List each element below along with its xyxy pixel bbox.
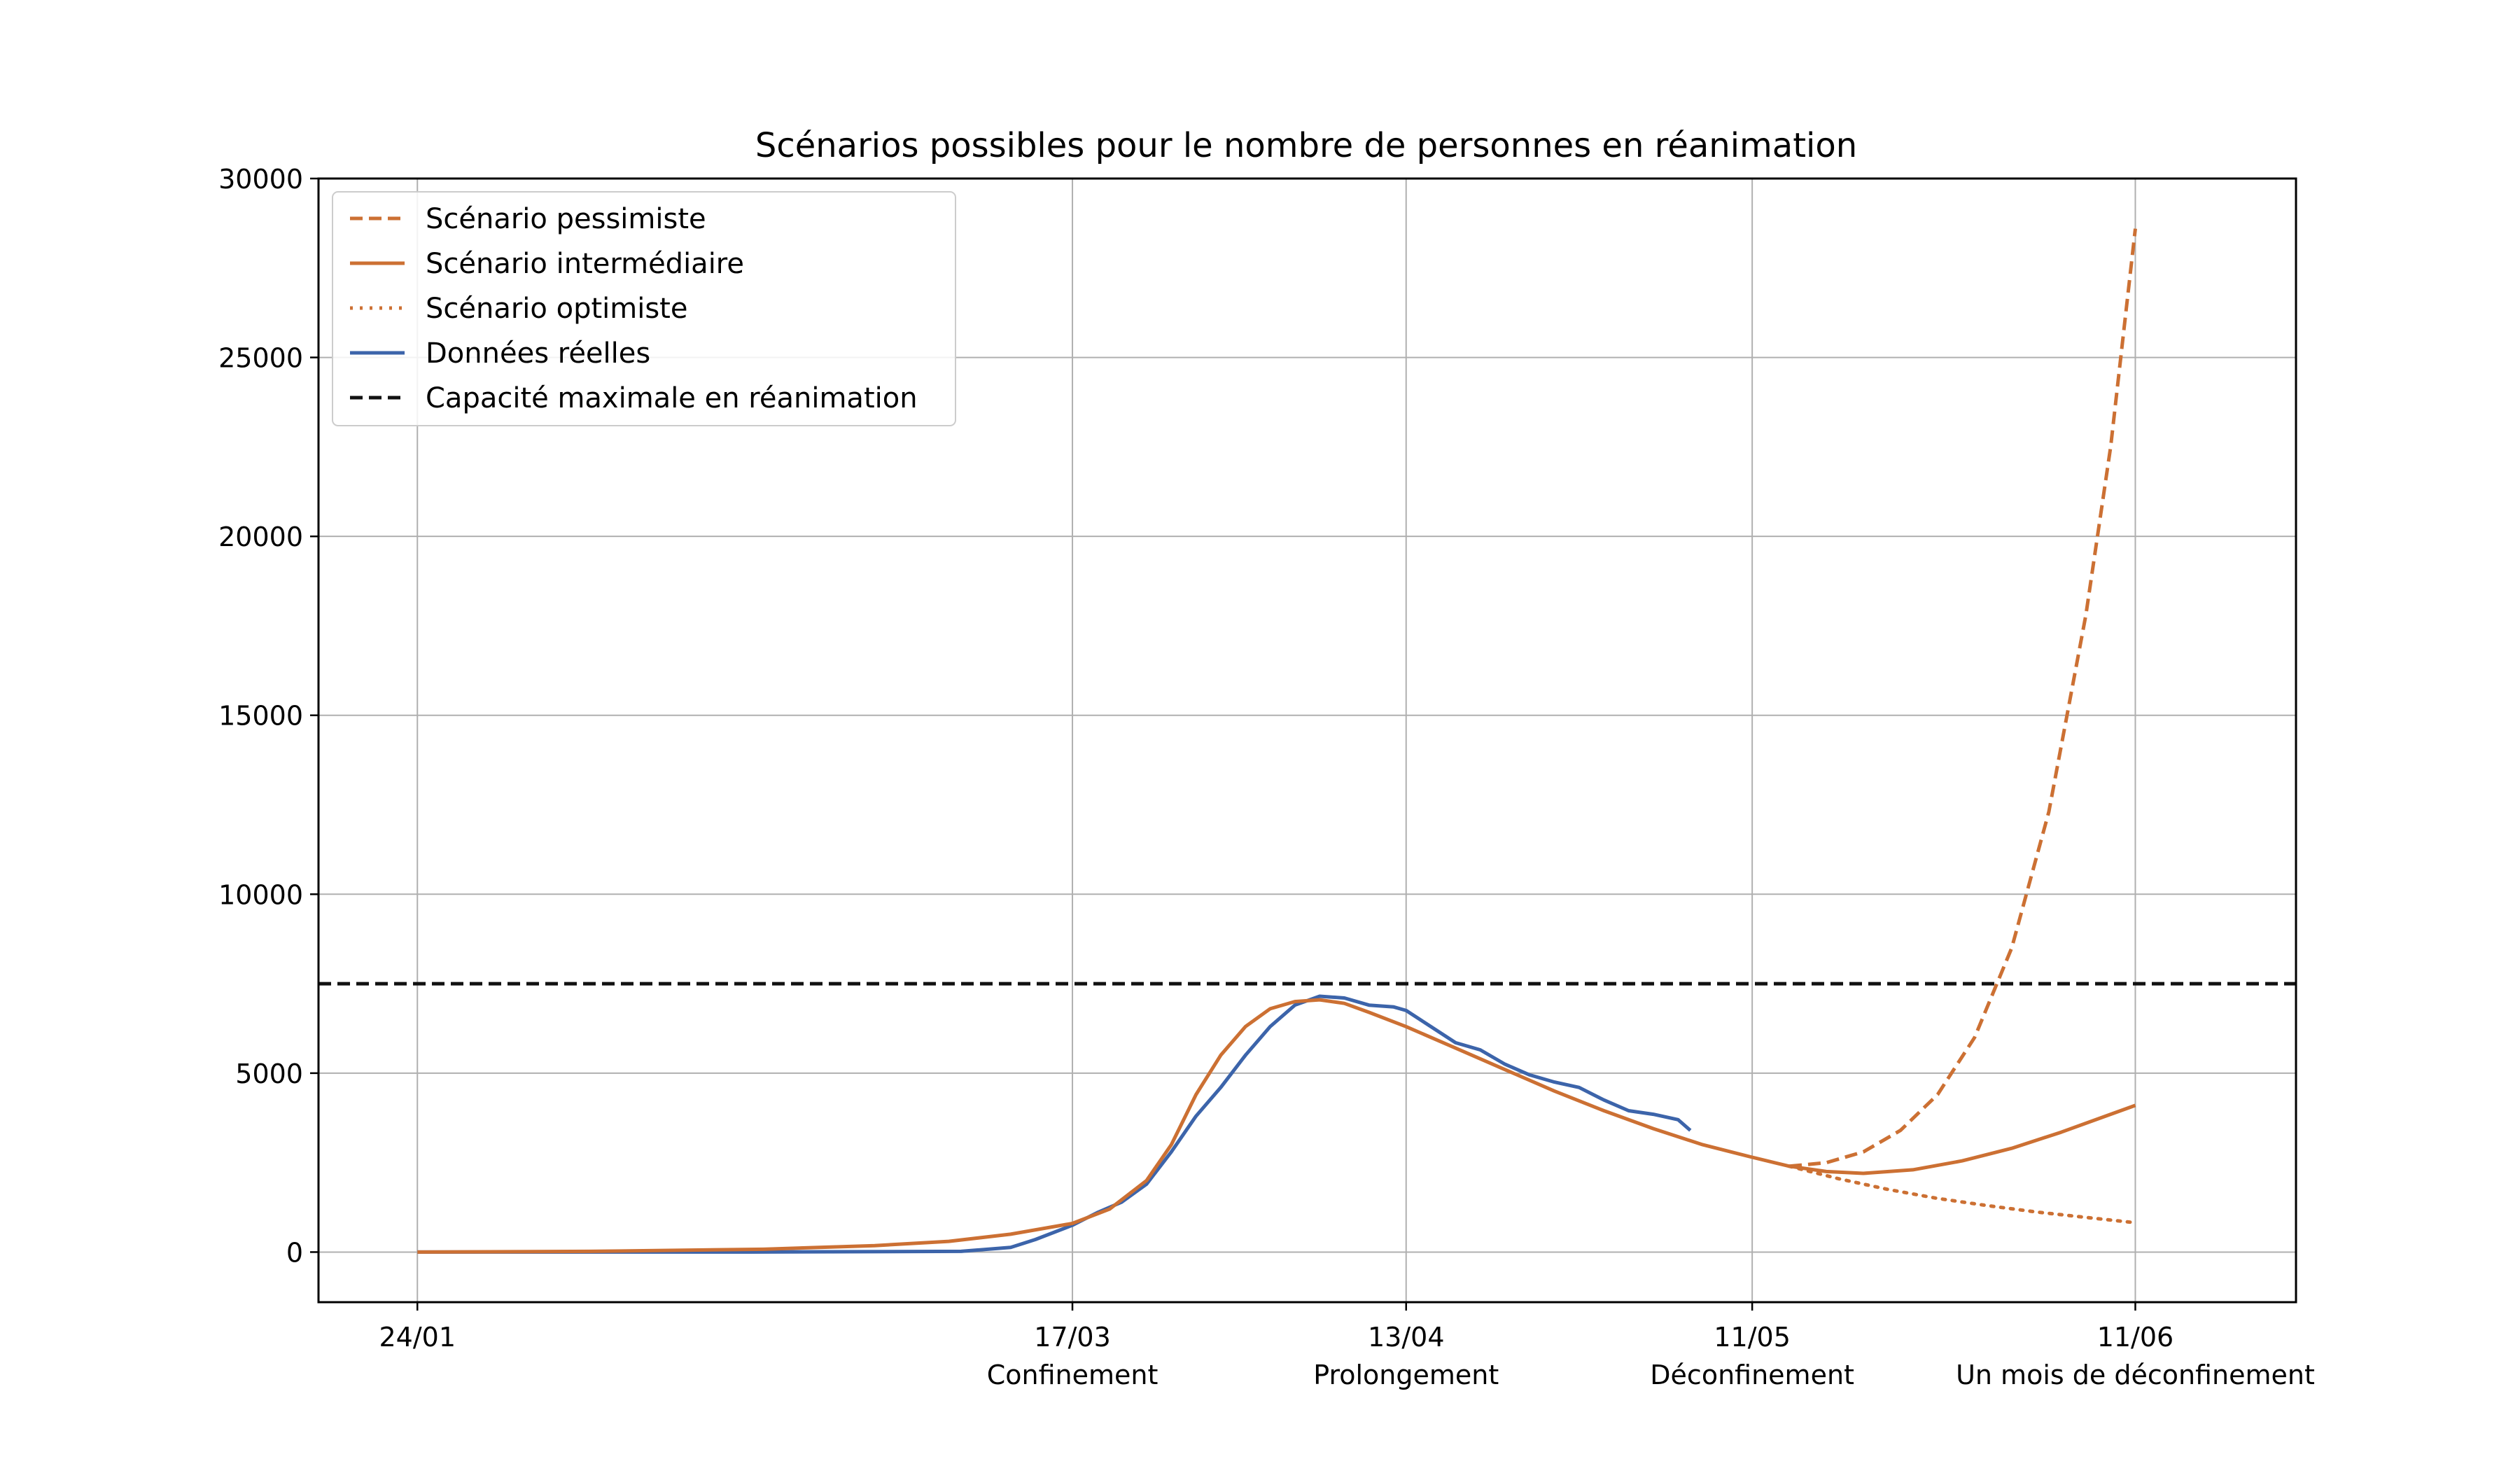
x-tick-label: 11/06 <box>2097 1322 2174 1353</box>
x-tick-label: 11/05 <box>1714 1322 1791 1353</box>
legend-box <box>332 191 956 426</box>
legend-label: Capacité maximale en réanimation <box>426 382 918 414</box>
y-axis: 0 5000 10000 15000 20000 25000 30000 <box>218 164 318 1268</box>
x-axis: 24/01 17/03 Confinement 13/04 Prolongement 11… <box>379 1302 2315 1390</box>
y-tick-label: 0 <box>286 1237 303 1268</box>
series-line-scenario-pessimiste <box>1788 228 2137 1168</box>
y-tick-label: 20000 <box>218 522 303 552</box>
chart-title: Scénarios possibles pour le nombre de pe… <box>755 126 1857 165</box>
x-tick-sublabel: Confinement <box>987 1360 1158 1390</box>
x-tick-label: 17/03 <box>1034 1322 1111 1353</box>
y-tick-label: 30000 <box>218 164 303 195</box>
series-line-donnees-reelles <box>417 994 1692 1254</box>
x-tick-label: 13/04 <box>1368 1322 1445 1353</box>
series-layer <box>417 228 2137 1254</box>
y-tick-label: 25000 <box>218 343 303 374</box>
y-tick-label: 10000 <box>218 879 303 910</box>
y-tick-label: 15000 <box>218 701 303 732</box>
legend: Scénario pessimiste Scénario intermédiair… <box>332 191 956 426</box>
legend-label: Scénario optimiste <box>426 293 687 325</box>
series-line-scenario-optimiste <box>1787 1164 2137 1224</box>
legend-label: Scénario intermédiaire <box>426 248 744 280</box>
x-tick-label: 24/01 <box>379 1322 456 1353</box>
plot-frame <box>317 177 2297 1304</box>
legend-label: Scénario pessimiste <box>426 203 706 235</box>
y-tick-label: 5000 <box>235 1059 303 1089</box>
series-line-scenario-intermediaire <box>417 998 2136 1254</box>
x-tick-sublabel: Déconfinement <box>1650 1360 1854 1390</box>
legend-label: Données réelles <box>426 337 650 370</box>
x-tick-sublabel: Un mois de déconfinement <box>1956 1360 2315 1390</box>
x-tick-sublabel: Prolongement <box>1313 1360 1499 1390</box>
